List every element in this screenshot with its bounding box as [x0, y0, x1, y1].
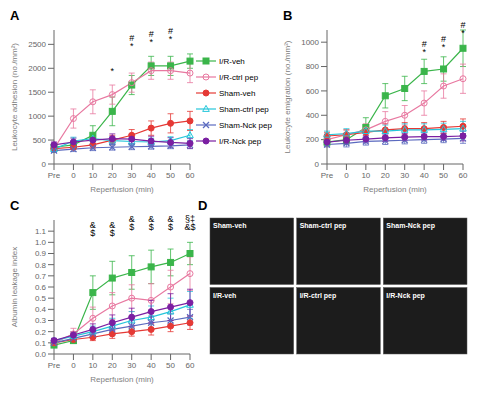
svg-text:0.9: 0.9: [35, 249, 47, 258]
svg-text:20: 20: [108, 361, 117, 370]
svg-text:Sham-veh: Sham-veh: [213, 222, 246, 229]
svg-text:1.1: 1.1: [35, 227, 47, 236]
svg-text:1000: 1000: [301, 38, 319, 47]
svg-text:40: 40: [147, 361, 156, 370]
svg-text:Pre: Pre: [321, 171, 334, 180]
svg-text:&$: &$: [109, 220, 115, 238]
svg-text:#*: #*: [460, 20, 465, 38]
html-text:C: C: [10, 198, 20, 213]
svg-text:0: 0: [315, 160, 320, 169]
svg-text:30: 30: [127, 171, 136, 180]
svg-text:20: 20: [108, 171, 117, 180]
svg-text:#*: #*: [129, 33, 134, 51]
svg-text:&$: &$: [90, 220, 96, 238]
svg-text:30: 30: [400, 171, 409, 180]
svg-text:800: 800: [306, 62, 320, 71]
html-text:B: B: [283, 8, 293, 23]
svg-text:Sham-Nck pep: Sham-Nck pep: [386, 222, 435, 230]
svg-text:1500: 1500: [28, 88, 46, 97]
html-text:I/R-Nck pep: I/R-Nck pep: [219, 136, 262, 146]
svg-text:0.8: 0.8: [35, 261, 47, 270]
svg-text:&$: &$: [168, 214, 174, 232]
svg-text:2500: 2500: [28, 40, 46, 49]
svg-text:0: 0: [344, 171, 349, 180]
svg-text:0: 0: [71, 171, 76, 180]
svg-text:60: 60: [459, 171, 468, 180]
svg-text:0.3: 0.3: [35, 316, 47, 325]
svg-text:60: 60: [186, 361, 195, 370]
html-text:Sham-veh: Sham-veh: [219, 88, 256, 98]
svg-text:500: 500: [33, 136, 47, 145]
svg-text:600: 600: [306, 87, 320, 96]
svg-text:40: 40: [147, 171, 156, 180]
html-text:D: D: [198, 198, 208, 213]
html-text:Sham-ctrl pep: Sham-ctrl pep: [219, 104, 269, 114]
svg-text:400: 400: [306, 111, 320, 120]
svg-text:Reperfusion (min): Reperfusion (min): [90, 375, 154, 384]
svg-text:10: 10: [88, 361, 97, 370]
html-text:I/R-ctrl pep: I/R-ctrl pep: [219, 72, 259, 82]
svg-text:#*: #*: [168, 26, 173, 44]
svg-text:#*: #*: [149, 29, 154, 47]
svg-text:*: *: [111, 66, 115, 76]
html-text:A: A: [10, 8, 20, 23]
svg-text:0.1: 0.1: [35, 339, 47, 348]
svg-text:§‡&$: §‡&$: [184, 214, 195, 232]
svg-text:Leukocyte emigration (no./mm²): Leukocyte emigration (no./mm²): [283, 40, 292, 153]
svg-text:Albumin leakage index: Albumin leakage index: [10, 247, 19, 328]
html-text:Sham-Nck pep: Sham-Nck pep: [219, 120, 272, 130]
svg-text:200: 200: [306, 135, 320, 144]
svg-text:60: 60: [186, 171, 195, 180]
svg-text:I/R-veh: I/R-veh: [213, 292, 236, 299]
svg-text:1.0: 1.0: [35, 238, 47, 247]
svg-text:50: 50: [439, 171, 448, 180]
svg-text:&$: &$: [148, 214, 154, 232]
svg-text:&$: &$: [129, 214, 135, 232]
svg-text:30: 30: [127, 361, 136, 370]
svg-text:1000: 1000: [28, 112, 46, 121]
svg-text:10: 10: [88, 171, 97, 180]
svg-text:Leukocyte adhesion (no./mm²): Leukocyte adhesion (no./mm²): [10, 43, 19, 151]
svg-text:0: 0: [71, 361, 76, 370]
svg-text:0.7: 0.7: [35, 272, 47, 281]
svg-text:Reperfusion (min): Reperfusion (min): [90, 185, 154, 194]
svg-text:50: 50: [166, 171, 175, 180]
svg-text:#*: #*: [441, 34, 446, 52]
svg-text:0.0: 0.0: [35, 350, 47, 359]
svg-text:0.6: 0.6: [35, 283, 47, 292]
svg-text:10: 10: [361, 171, 370, 180]
svg-text:#*: #*: [422, 39, 427, 57]
svg-text:Pre: Pre: [48, 361, 61, 370]
svg-text:2000: 2000: [28, 64, 46, 73]
svg-text:0.5: 0.5: [35, 294, 47, 303]
svg-text:Reperfusion (min): Reperfusion (min): [363, 185, 427, 194]
svg-text:Pre: Pre: [48, 171, 61, 180]
svg-text:0: 0: [42, 160, 47, 169]
svg-text:20: 20: [381, 171, 390, 180]
svg-text:Sham-ctrl pep: Sham-ctrl pep: [300, 222, 347, 230]
html-text:I/R-veh: I/R-veh: [219, 56, 245, 66]
svg-text:I/R-Nck pep: I/R-Nck pep: [386, 292, 425, 300]
svg-text:50: 50: [166, 361, 175, 370]
svg-text:0.2: 0.2: [35, 328, 47, 337]
svg-text:40: 40: [420, 171, 429, 180]
svg-text:I/R-ctrl pep: I/R-ctrl pep: [300, 292, 337, 300]
svg-text:0.4: 0.4: [35, 305, 47, 314]
